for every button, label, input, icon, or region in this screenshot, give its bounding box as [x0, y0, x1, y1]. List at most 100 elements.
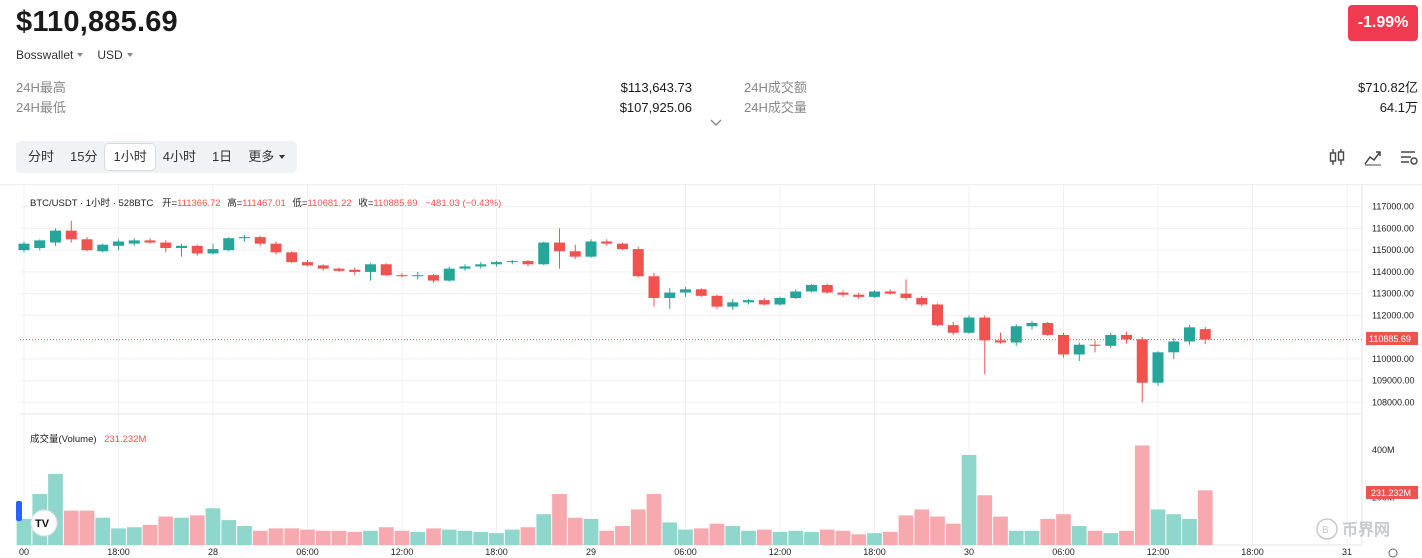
candle-body [50, 230, 61, 243]
candle-body [302, 262, 313, 266]
candle-body [837, 292, 849, 295]
volume-bar [756, 529, 772, 545]
volume-bar [1087, 530, 1103, 545]
candle-body [585, 241, 597, 257]
volume-bar [583, 518, 599, 545]
legend-symbol: BTC/USDT · 1小时 · 528BTC [30, 197, 153, 209]
candle-body [144, 240, 156, 243]
chart-area[interactable]: 117000.00 116000.00 115000.00 114000.00 1130… [0, 184, 1422, 558]
candle-body [1073, 344, 1085, 355]
price-change-badge: -1.99% [1348, 5, 1418, 41]
exchange-dropdown[interactable]: Bosswallet [16, 48, 84, 62]
volume-bar [79, 510, 95, 545]
currency-dropdown[interactable]: USD [97, 48, 133, 62]
legend-close-label: 收= [358, 197, 374, 209]
svg-text:B: B [1322, 525, 1329, 536]
stat-label: 24H最高 [16, 80, 66, 95]
tab-4h[interactable]: 4小时 [162, 149, 196, 164]
candle-body [475, 264, 487, 267]
volume-bar [16, 518, 32, 545]
candle-body [806, 284, 817, 292]
candlestick-type-icon[interactable] [1328, 148, 1346, 166]
volume-bars [16, 445, 1213, 545]
volume-bar [945, 523, 961, 545]
stat-value: 64.1万 [1379, 100, 1418, 115]
tab-timeline[interactable]: 分时 [28, 149, 55, 164]
candle-body [412, 275, 424, 277]
tab-more[interactable]: 更多 [240, 144, 293, 170]
volume-bar [693, 528, 709, 545]
expand-chevron-icon[interactable] [709, 116, 723, 130]
volume-bar [489, 533, 504, 545]
candle-body [1152, 352, 1164, 383]
volume-bar [772, 531, 788, 545]
candle-body [916, 297, 928, 305]
volume-bar [142, 524, 158, 545]
candle-body [963, 317, 975, 333]
time-tick-label: 12:00 [1147, 547, 1170, 557]
volume-bar [882, 531, 898, 545]
candle-body [443, 268, 455, 281]
legend-low-label: 低= [292, 197, 308, 209]
volume-bar [977, 495, 993, 545]
caret-down-icon [126, 53, 133, 57]
volume-bar [709, 523, 725, 545]
candlestick-chart[interactable]: 117000.00 116000.00 115000.00 114000.00 1130… [0, 185, 1422, 558]
tab-1h[interactable]: 1小时 [105, 144, 155, 170]
candle-body [1121, 334, 1132, 340]
tab-15min[interactable]: 15分 [70, 149, 98, 164]
settings-icon[interactable] [1400, 148, 1418, 166]
stat-24h-low: 24H最低 $107,925.06 [16, 99, 692, 119]
candle-body [286, 252, 298, 263]
volume-bar [1134, 445, 1150, 545]
exchange-label: Bosswallet [16, 48, 74, 62]
volume-bar [520, 527, 536, 545]
candle-body [821, 284, 833, 293]
volume-bar [441, 529, 457, 545]
volume-bar [300, 529, 315, 545]
candle-body [1010, 326, 1022, 343]
volume-bar [662, 522, 678, 545]
volume-bar [819, 529, 835, 545]
drawing-toolbar-handle[interactable] [16, 501, 22, 521]
legend-open: 111366.72 [177, 198, 221, 209]
candle-body [365, 264, 376, 272]
candle-body [459, 266, 471, 269]
volume-bar [205, 508, 221, 545]
volume-bar [426, 528, 441, 545]
candle-body [522, 261, 534, 265]
candle-body [97, 244, 109, 252]
candle-body [239, 237, 250, 239]
volume-bar [615, 526, 630, 545]
svg-text:TV: TV [35, 518, 50, 530]
volume-bar [394, 530, 410, 545]
candle-body [191, 245, 203, 254]
volume-tag: 231.232M [1371, 488, 1411, 498]
volume-bar [363, 530, 378, 545]
volume-bar [930, 516, 945, 545]
candle-body [900, 293, 912, 298]
candle-body [176, 245, 187, 248]
current-price: $110,885.69 [16, 6, 178, 38]
candle-body [1168, 341, 1180, 353]
price-tick-label: 109000.00 [1372, 376, 1415, 386]
price-tick-label: 116000.00 [1372, 223, 1414, 233]
candle-body [995, 340, 1006, 343]
volume-bar [378, 527, 394, 545]
volume-bar [741, 530, 756, 545]
time-tick-label: 18:00 [107, 547, 130, 557]
volume-bar [1182, 518, 1197, 545]
candle-body [947, 325, 959, 333]
candle-body [617, 243, 628, 250]
candle-body [223, 238, 235, 251]
last-price-tag: 110885.69 [1369, 334, 1411, 344]
legend-change: −481.03 (−0.43%) [425, 198, 501, 209]
stat-value: $113,643.73 [620, 80, 692, 95]
stat-value: $710.82亿 [1358, 80, 1418, 95]
tab-1d[interactable]: 1日 [211, 149, 233, 164]
volume-bar [111, 528, 126, 545]
volume-bar [95, 517, 111, 545]
indicators-icon[interactable] [1364, 148, 1382, 166]
timezone-icon[interactable] [1388, 548, 1398, 558]
time-tick-label: 00 [19, 547, 29, 557]
